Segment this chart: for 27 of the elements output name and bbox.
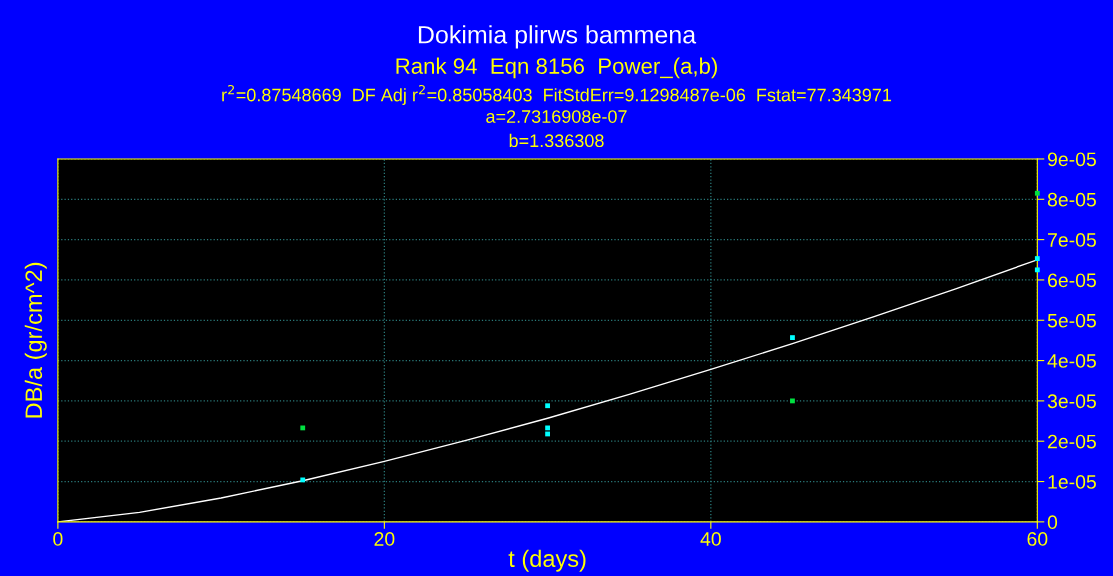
- text: b=1.336308: [509, 133, 604, 148]
- y-tick-label: 5e-05: [1047, 313, 1096, 328]
- y-tick-label: 4e-05: [1047, 354, 1096, 368]
- point: [1034, 190, 1040, 196]
- y-tick-label: 6e-05: [1048, 273, 1096, 288]
- y-tick-label: 9e-05: [1047, 152, 1096, 167]
- y-axis-title: DB/a (gr/cm^2): [24, 262, 47, 418]
- text: a=2.7316908e-07: [486, 110, 627, 123]
- point: [545, 403, 550, 409]
- x-tick-label: 0: [53, 532, 63, 546]
- point: [790, 335, 795, 340]
- x-tick-label: 40: [700, 532, 721, 546]
- point: [1034, 256, 1040, 261]
- y-tick-label: 1e-05: [1048, 475, 1096, 489]
- x-tick-label: 60: [1027, 532, 1048, 546]
- y-tick-label: 8e-05: [1047, 192, 1096, 207]
- x-tick-label: 20: [374, 532, 395, 546]
- text: r$^{2}$=0.87548669 DF Adj r$^{2}$=0.85058403 FitStdErr=9.1298487e-06 Fstat=77.343971: [222, 84, 892, 105]
- point: [1034, 267, 1040, 273]
- y-tick-label: 0: [1047, 515, 1058, 530]
- y-tick-label: 2e-05: [1048, 434, 1096, 449]
- chart-title: Dokimia plirws bammena: [418, 25, 697, 49]
- chart-subtitle: Rank 94 Eqn 8156 Power_(a,b): [396, 57, 717, 79]
- x-axis-title: t (days): [508, 549, 586, 572]
- point: [790, 398, 795, 404]
- y-tick-label: 3e-05: [1047, 394, 1096, 409]
- y-tick-label: 7e-05: [1048, 233, 1096, 247]
